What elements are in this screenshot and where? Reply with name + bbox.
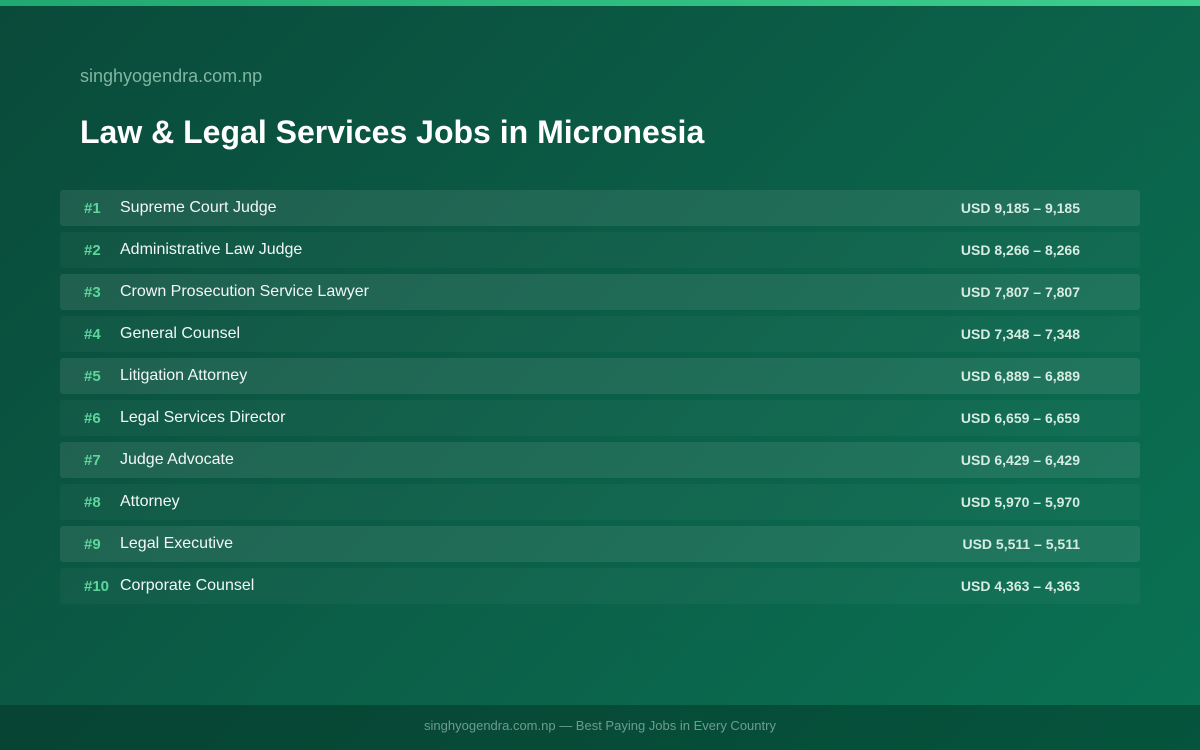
job-title: Corporate Counsel [120,577,255,594]
salary: USD 5,511 – 5,511 [962,536,1080,552]
rank: #8 [84,494,101,511]
salary: USD 7,348 – 7,348 [960,326,1080,342]
title: Law & Legal Services Jobs in Micronesia [80,114,705,150]
site-name: singhyogendra.com.np [80,66,263,86]
job-row: #10 Corporate Counsel USD 4,363 – 4,363 [60,568,1140,604]
rank: #4 [84,326,101,343]
job-title: Crown Prosecution Service Lawyer [120,283,369,300]
job-title: Administrative Law Judge [120,241,303,258]
footer-bar [0,705,1200,750]
job-row: #3 Crown Prosecution Service Lawyer USD 7,… [60,274,1140,310]
job-row: #6 Legal Services Director USD 6,659 – 6,6… [60,400,1140,436]
job-row: #8 Attorney USD 5,970 – 5,970 [60,484,1140,520]
salary: USD 6,429 – 6,429 [960,452,1080,468]
job-title: Litigation Attorney [120,367,248,384]
job-title: Judge Advocate [120,451,234,468]
salary: USD 9,185 – 9,185 [960,200,1080,216]
job-title: Attorney [120,493,180,510]
job-title: General Counsel [120,325,241,342]
job-row: #7 Judge Advocate USD 6,429 – 6,429 [60,442,1140,478]
job-row: #4 General Counsel USD 7,348 – 7,348 [60,316,1140,352]
salary: USD 4,363 – 4,363 [960,578,1080,594]
rank: #2 [84,242,101,259]
footer: singhyogendra.com.np — Best Paying Jobs … [424,718,776,733]
job-title: Supreme Court Judge [120,199,277,216]
top-bar [0,0,1200,6]
salary: USD 6,659 – 6,659 [960,410,1080,426]
job-title: Legal Executive [120,535,233,552]
job-row: #5 Litigation Attorney USD 6,889 – 6,889 [60,358,1140,394]
rank: #5 [84,368,101,385]
job-row: #9 Legal Executive USD 5,511 – 5,511 [60,526,1140,562]
salary: USD 7,807 – 7,807 [960,284,1080,300]
rank: #3 [84,284,101,301]
rank: #9 [84,536,101,553]
rank: #10 [84,578,110,595]
job-row: #2 Administrative Law Judge USD 8,266 – 8,… [60,232,1140,268]
salary: USD 6,889 – 6,889 [960,368,1080,384]
job-title: Legal Services Director [120,409,286,426]
rank: #6 [84,410,101,427]
rank: #1 [84,200,101,217]
job-list: #1 Supreme Court Judge USD 9,185 – 9,185 #2… [60,190,1140,610]
job-row: #1 Supreme Court Judge USD 9,185 – 9,185 [60,190,1140,226]
rank: #7 [84,452,101,469]
salary: USD 8,266 – 8,266 [960,242,1080,258]
salary: USD 5,970 – 5,970 [960,494,1080,510]
